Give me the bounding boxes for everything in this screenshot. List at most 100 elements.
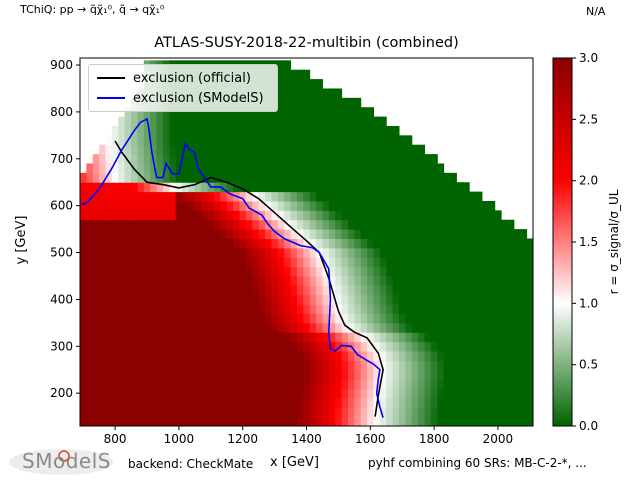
heatmap-cell [207, 350, 215, 361]
heatmap-cell [392, 266, 400, 277]
heatmap-cell [124, 294, 132, 305]
heatmap-cell [245, 275, 253, 286]
heatmap-cell [277, 360, 285, 371]
heatmap-cell [520, 285, 528, 296]
heatmap-cell [162, 182, 170, 193]
heatmap-cell [131, 144, 138, 155]
heatmap-cell [296, 360, 304, 371]
heatmap-cell [443, 388, 451, 399]
heatmap-cell [335, 229, 343, 239]
heatmap-cell [182, 416, 189, 427]
heatmap-cell [424, 416, 432, 427]
heatmap-cell [424, 322, 432, 333]
heatmap-cell [360, 135, 368, 146]
heatmap-cell [507, 397, 515, 408]
heatmap-cell [296, 116, 304, 127]
heatmap-cell [213, 266, 221, 277]
heatmap-cell [150, 379, 158, 389]
y-tick-label: 600 [50, 199, 73, 213]
heatmap-cell [411, 200, 419, 211]
y-tick-label: 900 [50, 58, 73, 72]
heatmap-cell [456, 360, 464, 371]
heatmap-cell [373, 191, 381, 202]
colorbar-tick-label: 2.5 [579, 112, 598, 126]
heatmap-cell [360, 219, 368, 230]
heatmap-cell [513, 322, 521, 333]
heatmap-cell [347, 107, 355, 118]
heatmap-cell [430, 332, 438, 343]
heatmap-cell [405, 247, 413, 258]
heatmap-cell [296, 219, 304, 230]
heatmap-cell [213, 379, 221, 389]
heatmap-cell [265, 397, 272, 408]
heatmap-cell [501, 341, 508, 352]
heatmap-cell [335, 407, 343, 418]
heatmap-cell [226, 238, 234, 249]
heatmap-cell [188, 369, 196, 380]
heatmap-cell [475, 294, 483, 305]
heatmap-cell [411, 304, 419, 314]
heatmap-cell [265, 369, 272, 380]
heatmap-cell [105, 219, 113, 230]
heatmap-cell [169, 341, 177, 352]
heatmap-cell [233, 294, 241, 305]
heatmap-cell [105, 182, 113, 193]
heatmap-cell [386, 285, 394, 296]
heatmap-cell [290, 172, 298, 183]
heatmap-cell [188, 266, 196, 277]
heatmap-cell [201, 257, 209, 268]
heatmap-cell [258, 238, 266, 249]
heatmap-cell [175, 163, 183, 174]
heatmap-cell [411, 388, 419, 399]
heatmap-cell [105, 163, 113, 174]
heatmap-cell [271, 379, 279, 389]
heatmap-cell [424, 182, 432, 193]
heatmap-cell [284, 191, 292, 202]
heatmap-cell [411, 313, 419, 324]
heatmap-cell [443, 350, 451, 361]
heatmap-cell [150, 416, 158, 427]
heatmap-cell [137, 182, 145, 193]
heatmap-cell [277, 294, 285, 305]
heatmap-cell [303, 210, 311, 221]
heatmap-cell [265, 172, 272, 183]
heatmap-cell [322, 210, 330, 221]
heatmap-cell [462, 407, 470, 418]
heatmap-cell [520, 341, 528, 352]
heatmap-cell [80, 257, 87, 268]
heatmap-cell [124, 416, 132, 427]
heatmap-cell [150, 304, 158, 314]
heatmap-cell [80, 294, 87, 305]
heatmap-cell [316, 360, 323, 371]
heatmap-cell [162, 388, 170, 399]
heatmap-cell [99, 163, 107, 174]
heatmap-cell [367, 285, 374, 296]
heatmap-cell [437, 266, 445, 277]
heatmap-cell [233, 200, 241, 211]
heatmap-cell [245, 135, 253, 146]
heatmap-cell [290, 266, 298, 277]
heatmap-cell [131, 350, 138, 361]
heatmap-cell [303, 257, 311, 268]
heatmap-cell [341, 97, 349, 108]
heatmap-cell [118, 247, 126, 258]
heatmap-cell [207, 275, 215, 286]
heatmap-cell [328, 275, 336, 286]
heatmap-cell [399, 275, 406, 286]
heatmap-cell [150, 125, 158, 136]
heatmap-cell [443, 275, 451, 286]
heatmap-cell [226, 135, 234, 146]
heatmap-cell [271, 388, 279, 399]
legend-label-smodels: exclusion (SModelS) [133, 90, 264, 106]
heatmap-cell [175, 247, 183, 258]
heatmap-cell [360, 313, 368, 324]
heatmap-cell [194, 135, 202, 146]
heatmap-cell [386, 125, 394, 136]
heatmap-cell [194, 332, 202, 343]
heatmap-cell [303, 294, 311, 305]
heatmap-cell [99, 322, 107, 333]
heatmap-cell [162, 341, 170, 352]
heatmap-cell [405, 416, 413, 427]
heatmap-cell [124, 238, 132, 249]
